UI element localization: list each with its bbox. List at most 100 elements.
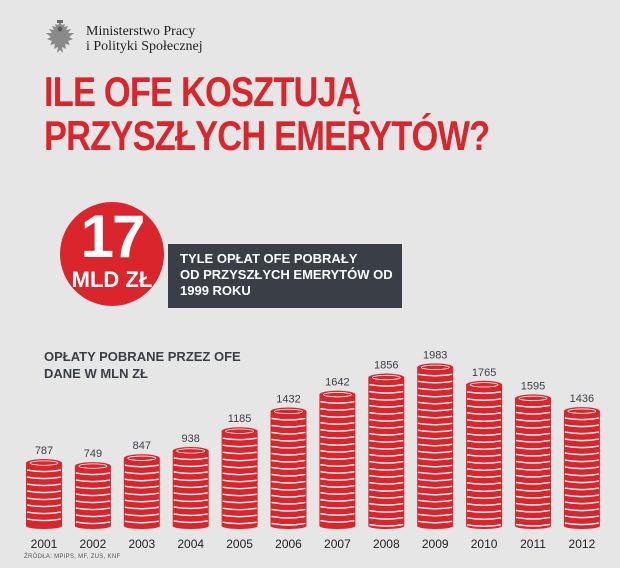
stack-body — [417, 367, 454, 526]
coin-separator — [271, 445, 306, 449]
coin-separator — [466, 419, 502, 422]
coin-separator — [369, 425, 404, 429]
coin-separator — [271, 431, 306, 435]
year-label: 2002 — [80, 537, 107, 551]
coin-separator — [75, 500, 111, 504]
coin-separator — [564, 445, 600, 449]
coin-separator — [466, 398, 502, 401]
coin-separator — [222, 493, 257, 497]
coin-separator — [369, 404, 404, 408]
coin-stack-2007 — [319, 390, 356, 529]
coin-stack-2011 — [515, 394, 551, 529]
stack-bottom — [123, 523, 160, 529]
coin-separator — [515, 495, 551, 499]
coin-separator — [418, 464, 453, 468]
coin-separator — [320, 407, 355, 411]
coin-separator — [222, 479, 257, 483]
stack-top-face — [417, 363, 454, 372]
stack-bottom — [26, 523, 62, 529]
coin-separator — [515, 502, 551, 506]
coin-separator — [271, 522, 306, 526]
stack-top-rim — [225, 428, 255, 434]
value-label: 1856 — [374, 360, 398, 372]
coin-stack-2005 — [221, 427, 258, 529]
year-label: 2007 — [324, 537, 351, 551]
coin-separator — [515, 453, 551, 457]
year-label: 2004 — [177, 537, 204, 551]
ministry-line-1: Ministerstwo Pracy — [86, 24, 196, 39]
year-label: 2001 — [31, 537, 58, 551]
coin-separator — [320, 484, 355, 488]
coin-separator — [320, 491, 355, 495]
coin-separator — [466, 517, 502, 520]
coin-separator — [26, 504, 62, 508]
coin-separator — [466, 391, 502, 394]
coin-separator — [124, 464, 159, 468]
coin-separator — [418, 394, 453, 398]
coin-separator — [418, 373, 453, 377]
coin-separator — [418, 499, 453, 503]
coin-separator — [418, 485, 453, 489]
coin-separator — [271, 438, 306, 442]
coin-separator — [75, 493, 111, 497]
year-label: 2011 — [520, 537, 546, 551]
coin-separator — [515, 467, 551, 471]
value-label: 749 — [84, 448, 102, 460]
coin-separator — [466, 447, 502, 450]
coin-separator — [124, 485, 159, 489]
sources-note: ŹRÓDŁA: MPIPS, MF, ZUS, KNF — [24, 554, 121, 560]
stack-top-face — [221, 427, 258, 436]
coin-separator — [271, 487, 306, 491]
stack-top-rim — [127, 455, 157, 461]
coin-stack-2004 — [172, 446, 209, 529]
coin-separator — [124, 471, 159, 475]
stack-top-rim — [371, 374, 401, 381]
coin-separator — [271, 466, 306, 470]
coin-separator — [418, 380, 453, 384]
coin-separator — [418, 401, 453, 405]
stack-top-rim — [469, 382, 499, 388]
coin-separator — [124, 492, 159, 496]
coin-separator — [75, 472, 111, 476]
year-label: 2010 — [471, 537, 498, 551]
coin-separator — [173, 499, 208, 503]
coin-separator — [369, 418, 404, 422]
coin-separator — [418, 387, 453, 391]
header: Ministerstwo Pracy i Polityki Społecznej — [44, 20, 203, 58]
coin-separator — [515, 439, 551, 443]
coin-separator — [418, 415, 453, 419]
coin-separator — [369, 474, 404, 478]
coin-separator — [222, 465, 257, 469]
coin-separator — [222, 507, 257, 511]
stack-top-face — [368, 373, 405, 382]
coin-separator — [515, 509, 551, 513]
coin-separator — [418, 492, 453, 496]
coin-separator — [418, 513, 453, 517]
coin-separator — [320, 498, 355, 502]
coin-separator — [369, 509, 404, 513]
coin-separator — [124, 513, 159, 517]
chart-title: OPŁATY POBRANE PRZEZ OFE DANE W MLN ZŁ — [44, 348, 241, 382]
coin-separator — [124, 478, 159, 482]
coin-separator — [515, 418, 551, 422]
coin-separator — [418, 436, 453, 440]
stack-top-face — [74, 462, 111, 471]
coin-separator — [564, 515, 600, 519]
coin-separator — [26, 518, 62, 522]
value-label: 1432 — [276, 393, 300, 405]
chart-title-line-1: OPŁATY POBRANE PRZEZ OFE — [44, 349, 241, 364]
coin-separator — [222, 500, 257, 504]
coin-separator — [271, 473, 306, 477]
value-label: 1642 — [325, 377, 349, 389]
coin-separator — [75, 479, 111, 483]
coin-separator — [564, 494, 600, 498]
coin-separator — [515, 474, 551, 478]
stack-bottom — [417, 523, 454, 529]
coin-separator — [369, 460, 404, 464]
coin-separator — [369, 467, 404, 471]
coin-stack-2001 — [26, 459, 62, 529]
stack-top-face — [563, 407, 600, 416]
coin-separator — [26, 476, 62, 480]
year-label: 2006 — [275, 537, 302, 551]
coin-separator — [173, 485, 208, 489]
